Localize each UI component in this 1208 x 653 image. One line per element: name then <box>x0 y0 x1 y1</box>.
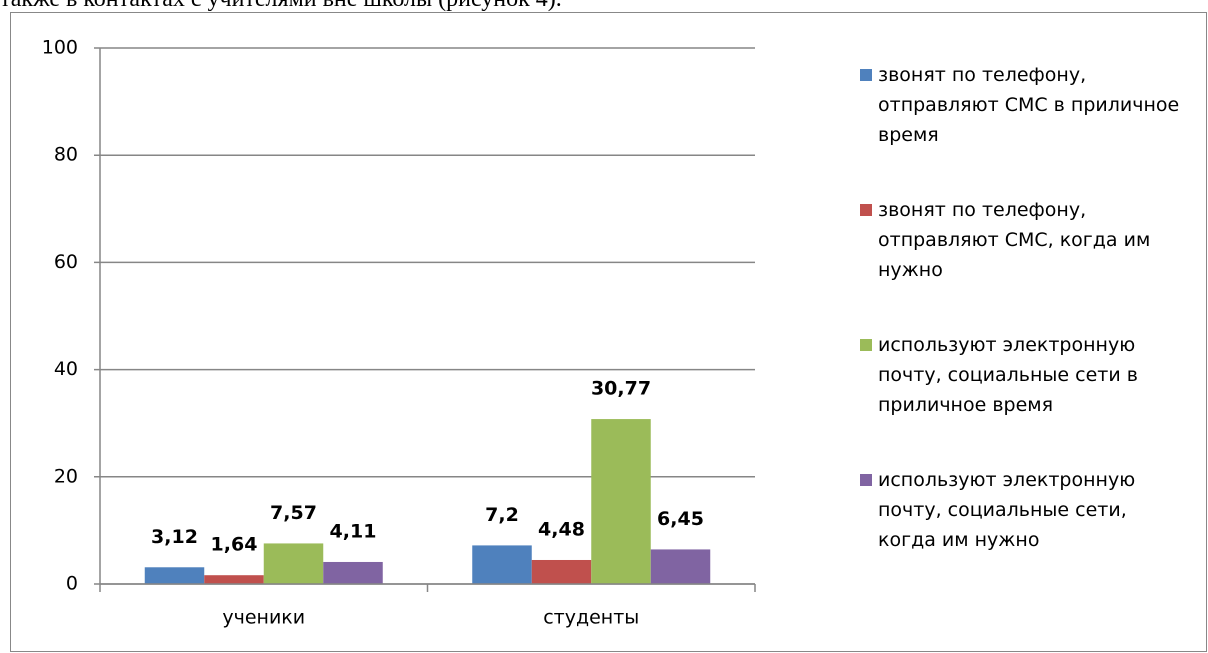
legend-swatch <box>860 474 872 486</box>
bar <box>263 543 324 584</box>
bar <box>323 561 383 584</box>
value-label: 7,2 <box>485 504 519 526</box>
bar <box>144 567 205 584</box>
y-tick-label: 20 <box>54 465 78 487</box>
bar <box>591 419 651 584</box>
value-label: 1,64 <box>211 534 258 556</box>
chart-border <box>10 12 1207 652</box>
y-tick-label: 40 <box>54 358 78 380</box>
legend-entry: используют электронную почту, социальные… <box>860 330 1190 465</box>
value-label: 30,77 <box>591 378 651 400</box>
value-label: 4,48 <box>538 518 585 540</box>
legend-label: звонят по телефону, отправляют СМС, когд… <box>878 199 1151 281</box>
legend-swatch <box>860 339 872 351</box>
legend-label: используют электронную почту, социальные… <box>878 334 1138 416</box>
y-tick-label: 60 <box>54 251 78 273</box>
x-tick-label: студенты <box>543 607 639 629</box>
legend-entry: звонят по телефону, отправляют СМС в при… <box>860 60 1190 195</box>
bar <box>204 575 264 584</box>
legend-swatch <box>860 204 872 216</box>
legend-entry: используют электронную почту, социальные… <box>860 465 1190 600</box>
caption: также в контактах с учителями вне школы … <box>0 0 562 13</box>
x-tick-label: ученики <box>222 607 305 629</box>
legend-swatch <box>860 69 872 81</box>
legend-label: используют электронную почту, социальные… <box>878 469 1136 551</box>
legend-label: звонят по телефону, отправляют СМС в при… <box>878 64 1180 146</box>
value-label: 4,11 <box>330 520 377 542</box>
legend: звонят по телефону, отправляют СМС в при… <box>860 60 1190 600</box>
bar <box>650 549 711 584</box>
value-label: 6,45 <box>657 508 704 530</box>
y-tick-label: 100 <box>42 37 78 59</box>
value-label: 7,57 <box>270 502 317 524</box>
y-tick-label: 80 <box>54 144 78 166</box>
legend-entry: звонят по телефону, отправляют СМС, когд… <box>860 195 1190 330</box>
y-tick-label: 0 <box>66 573 78 595</box>
value-label: 3,12 <box>151 526 198 548</box>
bar <box>472 545 532 584</box>
bar <box>531 559 592 584</box>
